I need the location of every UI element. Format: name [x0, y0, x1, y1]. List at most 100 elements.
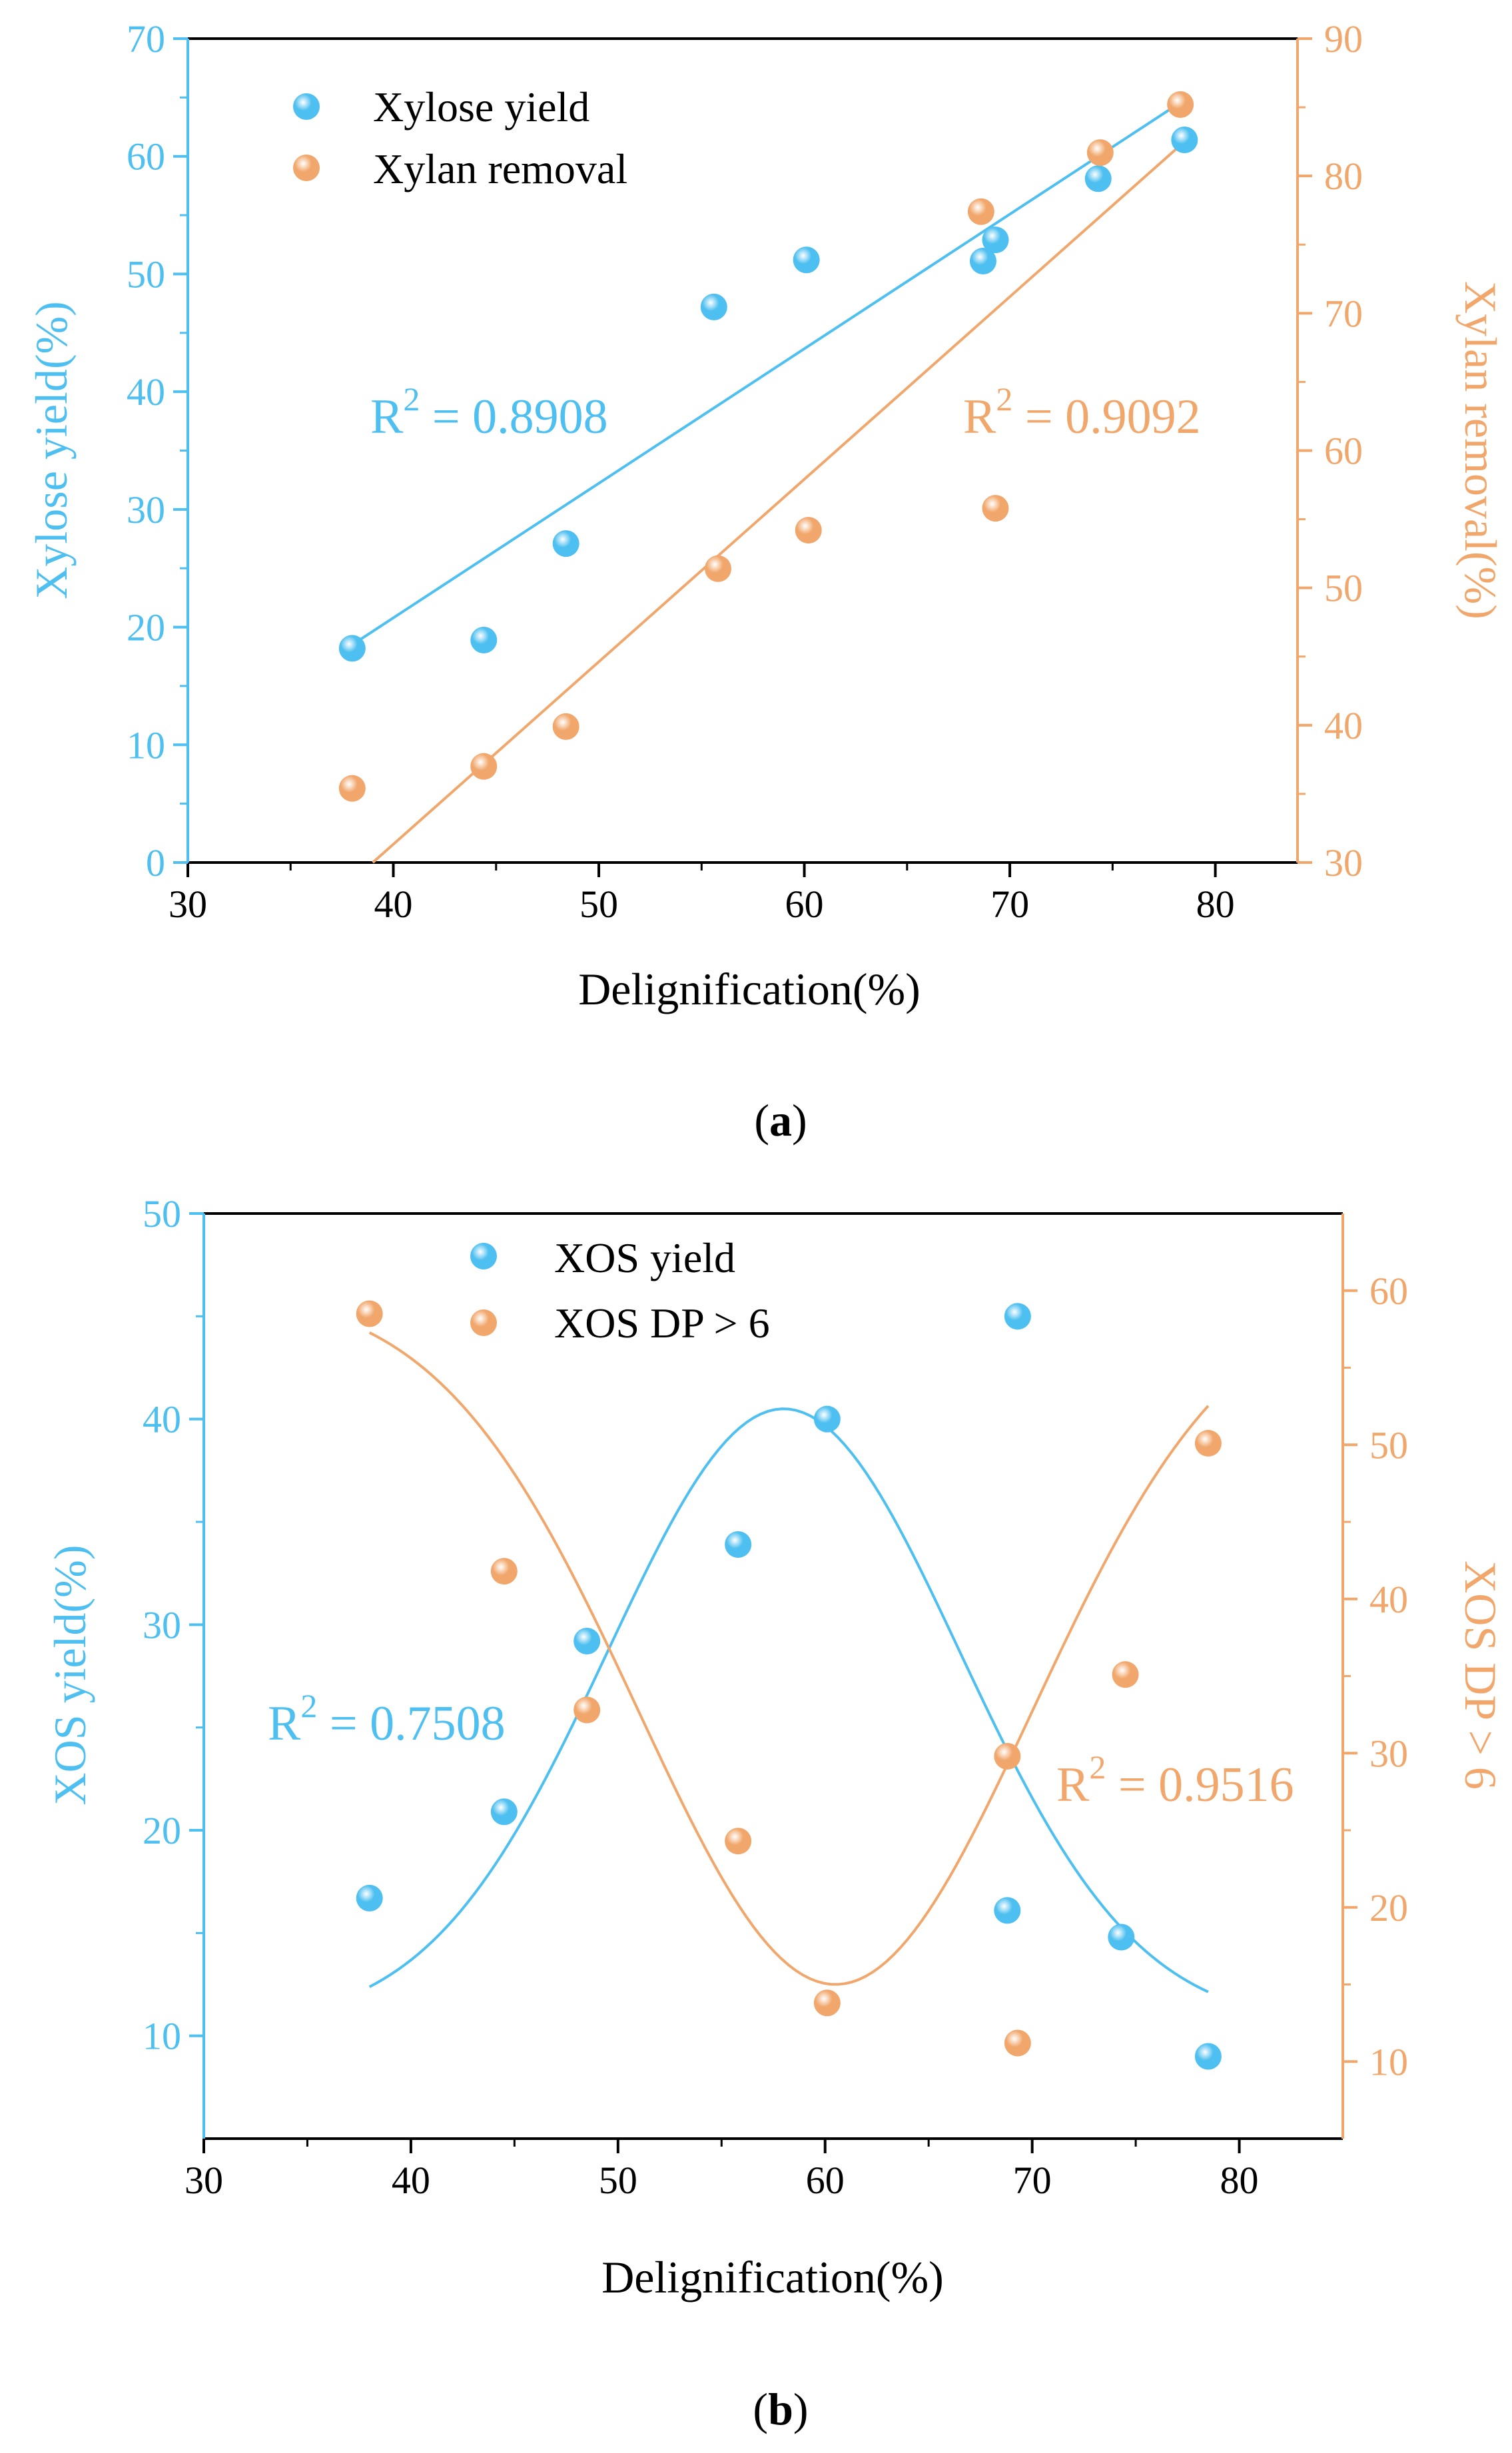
panel-b: 30 40 50 60 70 80 10 20 30 40 50 10 20 30 40 50 60 Del…	[45, 1192, 1506, 2434]
left-y-tick-label: 10	[143, 2015, 181, 2058]
right-y-tick-label: 60	[1369, 1269, 1408, 1313]
data-point-xos-dp-6	[356, 1300, 383, 1327]
legend-label-xylose-yield: Xylose yield	[373, 83, 589, 131]
left-y-tick-label: 20	[127, 606, 165, 649]
right-y-tick-label: 80	[1324, 155, 1363, 198]
data-point-xos-dp-6	[1004, 2029, 1031, 2057]
data-point-xylose-yield	[700, 293, 727, 320]
r2-annotation-xos-dp6: R2 = 0.9516	[1056, 1748, 1294, 1812]
caption-b: (b)	[753, 2384, 808, 2434]
data-point-xylan-removal	[1086, 139, 1114, 167]
data-point-xylan-removal	[552, 713, 579, 740]
right-y-axis-ticks: 30 40 50 60 70 80 90	[1298, 17, 1363, 884]
right-y-tick-label: 70	[1324, 292, 1363, 335]
data-point-xylan-removal	[470, 753, 498, 780]
data-point-xylan-removal	[967, 198, 994, 225]
x-axis-title: Delignification(%)	[578, 964, 921, 1014]
data-point-xos-dp-6	[490, 1558, 518, 1585]
data-point-xos-dp-6	[1112, 1661, 1139, 1688]
left-y-tick-label: 30	[143, 1603, 181, 1646]
right-y-tick-label: 50	[1324, 567, 1363, 610]
legend-marker-xylose-yield	[293, 93, 320, 120]
left-y-axis-title: Xylose yield(%)	[26, 301, 77, 599]
left-y-tick-label: 50	[143, 1192, 181, 1235]
data-point-xos-dp-6	[813, 1989, 841, 2017]
x-axis-title: Delignification(%)	[601, 2252, 944, 2302]
right-y-axis-title: XOS DP > 6	[1455, 1561, 1506, 1790]
data-point-xos-dp-6	[1194, 1429, 1222, 1457]
left-y-tick-label: 10	[127, 723, 165, 767]
x-tick-label: 80	[1196, 882, 1235, 926]
x-tick-label: 30	[169, 882, 207, 926]
left-y-tick-label: 70	[127, 17, 165, 61]
data-point-xos-yield	[1194, 2043, 1222, 2070]
legend-label-xos-dp6: XOS DP > 6	[554, 1299, 770, 1347]
data-point-xylose-yield	[793, 246, 820, 274]
left-y-tick-label: 60	[127, 135, 165, 178]
x-tick-label: 70	[1013, 2159, 1052, 2202]
data-point-xylose-yield	[1084, 165, 1112, 192]
data-point-xos-yield	[994, 1897, 1021, 1924]
x-tick-label: 50	[579, 882, 618, 926]
data-point-xylan-removal	[704, 555, 731, 582]
fit-line-xos-dp-6	[368, 1331, 1210, 1986]
right-y-tick-label: 50	[1369, 1423, 1408, 1467]
data-point-xylose-yield	[470, 627, 498, 654]
right-y-tick-label: 40	[1369, 1578, 1408, 1621]
right-y-tick-label: 30	[1369, 1732, 1408, 1775]
data-point-xos-yield	[725, 1531, 752, 1558]
left-y-tick-label: 20	[143, 1809, 181, 1852]
legend-marker-xylan-removal	[293, 155, 320, 181]
data-point-xylose-yield	[1171, 126, 1198, 153]
x-tick-label: 60	[785, 882, 824, 926]
legend-marker-xos-dp6	[470, 1309, 497, 1336]
r2-annotation-xylose-yield: R2 = 0.8908	[370, 380, 608, 444]
legend-marker-xos-yield	[470, 1243, 497, 1269]
right-y-axis-ticks: 10 20 30 40 50 60	[1343, 1269, 1408, 2083]
x-tick-label: 40	[374, 882, 413, 926]
x-tick-label: 70	[990, 882, 1029, 926]
caption-a: (a)	[754, 1095, 807, 1146]
r2-annotation-xos-yield: R2 = 0.7508	[268, 1687, 506, 1751]
data-point-xylose-yield	[982, 226, 1009, 254]
data-points	[356, 1300, 1222, 2070]
left-y-axis-ticks: 0 10 20 30 40 50 60 70	[127, 17, 188, 884]
data-point-xylan-removal	[795, 517, 822, 544]
right-y-axis-title: Xylan removal(%)	[1455, 281, 1506, 619]
data-point-xylan-removal	[338, 775, 366, 802]
fit-lines	[351, 99, 1186, 864]
right-y-tick-label: 10	[1369, 2040, 1408, 2083]
x-tick-label: 80	[1220, 2159, 1259, 2202]
right-y-tick-label: 60	[1324, 430, 1363, 473]
data-points	[338, 91, 1198, 802]
data-point-xylose-yield	[969, 247, 996, 274]
left-y-tick-label: 40	[127, 370, 165, 414]
fit-lines	[368, 1331, 1210, 1993]
data-point-xylose-yield	[338, 635, 366, 662]
x-axis-ticks: 30 40 50 60 70 80	[185, 2139, 1259, 2202]
fit-line-xos-yield	[368, 1407, 1209, 1993]
left-y-axis-ticks: 10 20 30 40 50	[143, 1192, 204, 2058]
data-point-xos-yield	[356, 1884, 383, 1912]
legend: Xylose yield Xylan removal	[293, 83, 627, 192]
x-axis-ticks: 30 40 50 60 70 80	[169, 863, 1235, 926]
data-point-xos-yield	[1108, 1924, 1135, 1951]
legend-label-xos-yield: XOS yield	[554, 1234, 735, 1281]
data-point-xos-dp-6	[573, 1696, 601, 1724]
fit-line-xylose-yield	[351, 99, 1186, 646]
data-point-xylan-removal	[982, 495, 1009, 522]
left-y-axis-title: XOS yield(%)	[45, 1545, 95, 1806]
right-y-tick-label: 20	[1369, 1886, 1408, 1929]
data-point-xos-yield	[813, 1405, 841, 1433]
legend: XOS yield XOS DP > 6	[470, 1234, 770, 1347]
r2-annotation-xylan-removal: R2 = 0.9092	[963, 380, 1201, 444]
data-point-xos-dp-6	[725, 1828, 752, 1855]
left-y-tick-label: 0	[146, 841, 165, 884]
x-tick-label: 30	[185, 2159, 223, 2202]
x-tick-label: 50	[599, 2159, 637, 2202]
left-y-tick-label: 50	[127, 252, 165, 296]
panel-a: 30 40 50 60 70 80 0 10 20 30 40 50 60 70 30 40 50 60 70 8…	[26, 17, 1506, 1146]
data-point-xos-yield	[573, 1628, 601, 1655]
right-y-tick-label: 90	[1324, 17, 1363, 61]
